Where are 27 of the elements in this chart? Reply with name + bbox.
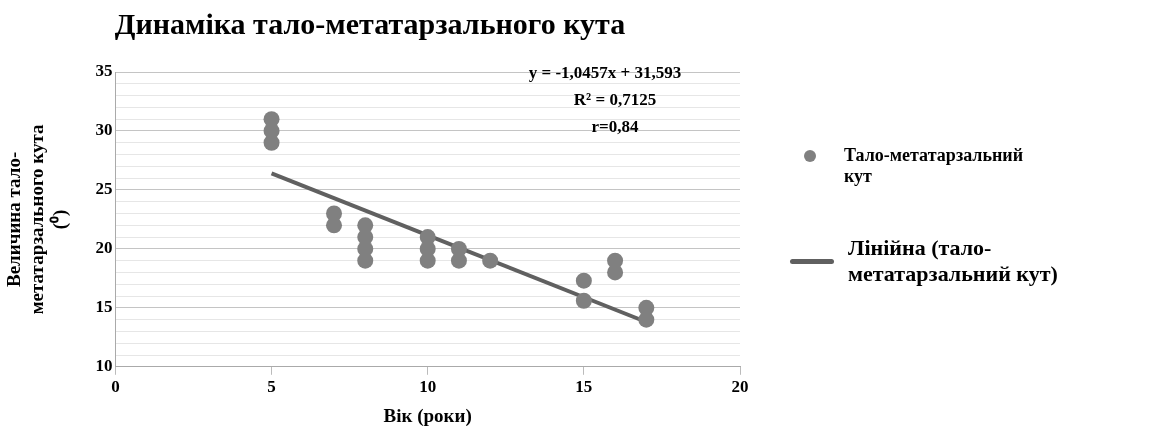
y-axis-title: Величина тало- метатарзального кута (⁰) — [3, 123, 71, 315]
legend-label: Лінійна (тало-метатарзальний кут) — [848, 235, 1059, 287]
annotation: r=0,84 — [591, 117, 639, 137]
point — [450, 252, 467, 269]
point — [575, 272, 592, 289]
point — [357, 252, 374, 269]
x-tick-label: 0 — [111, 377, 120, 397]
y-tick-label: 15 — [95, 297, 113, 317]
y-tick-label: 10 — [95, 356, 113, 376]
y-tick-label: 30 — [95, 120, 113, 140]
point — [575, 292, 592, 309]
y-tick-label: 20 — [95, 238, 113, 258]
point — [326, 217, 343, 234]
x-tick-label: 10 — [419, 377, 437, 397]
y-tick-label: 25 — [95, 179, 113, 199]
x-tick-label: 20 — [731, 377, 749, 397]
chart-title: Динаміка тало-метатарзального кута — [114, 6, 626, 40]
y-tick-label: 35 — [95, 61, 113, 81]
point — [482, 252, 499, 269]
point — [607, 264, 624, 281]
point — [419, 252, 436, 269]
annotation: R² = 0,7125 — [573, 90, 657, 110]
annotation: y = -1,0457x + 31,593 — [528, 63, 682, 83]
legend-label: Тало-метатарзальний кут — [844, 145, 1025, 187]
x-tick-label: 5 — [267, 377, 276, 397]
x-axis-title: Вік (роки) — [383, 404, 472, 427]
x-tick-label: 15 — [575, 377, 593, 397]
